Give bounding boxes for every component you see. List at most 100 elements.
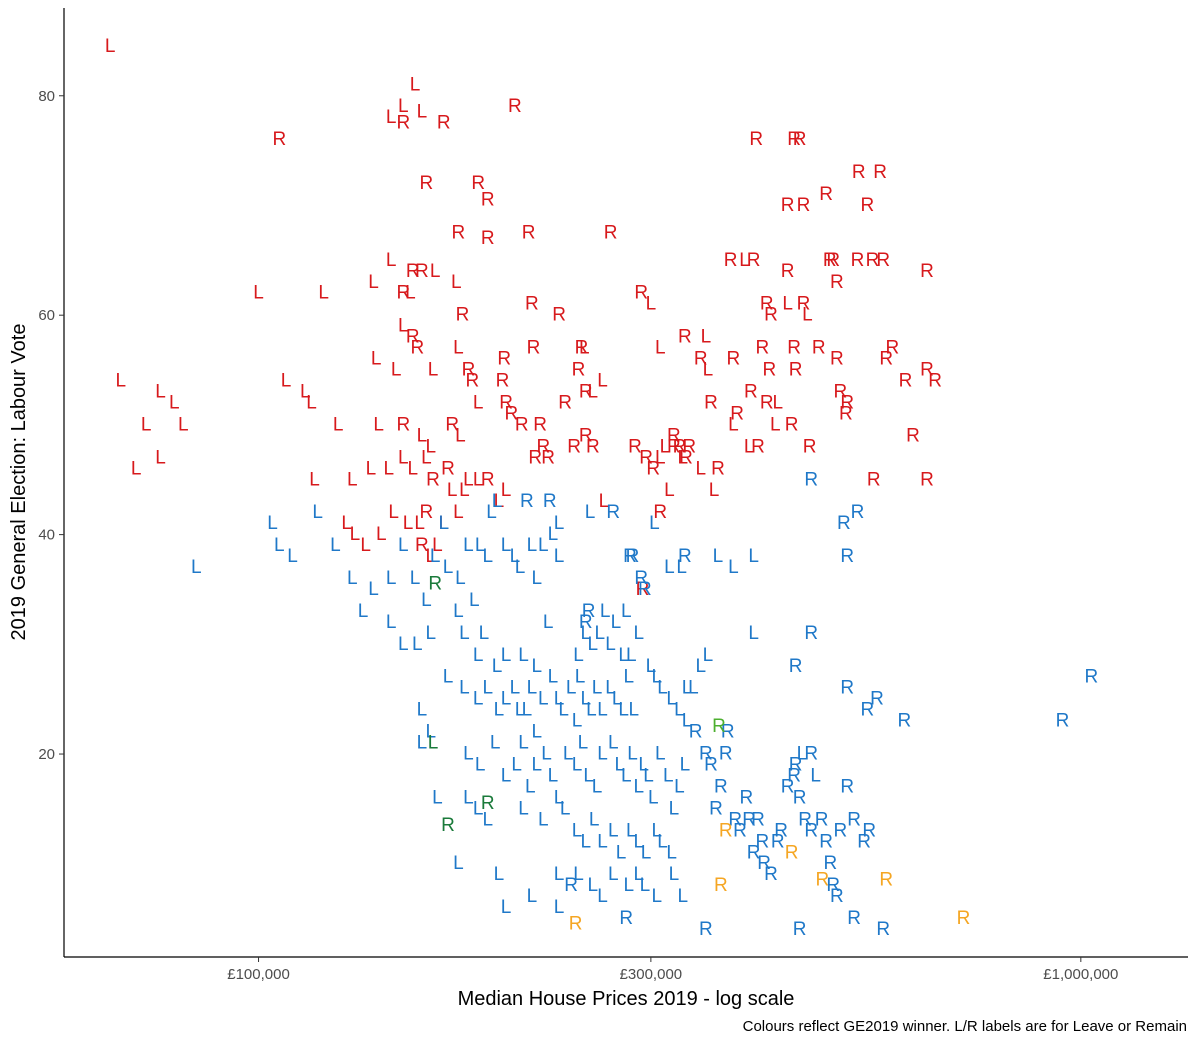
data-point: R: [496, 371, 510, 392]
data-point: R: [774, 820, 788, 841]
data-point: L: [451, 272, 462, 293]
data-point: R: [628, 436, 642, 457]
data-point: L: [475, 535, 486, 556]
data-point: L: [511, 755, 522, 776]
data-point: R: [678, 546, 692, 567]
data-point: L: [300, 381, 311, 402]
data-point: R: [804, 469, 818, 490]
data-point: L: [802, 305, 813, 326]
data-point: L: [463, 469, 474, 490]
data-point: L: [589, 809, 600, 830]
data-point: L: [347, 568, 358, 589]
data-point: R: [525, 294, 539, 315]
data-point: L: [663, 765, 674, 786]
data-point: L: [532, 656, 543, 677]
data-point: L: [391, 360, 402, 381]
data-point: R: [830, 272, 844, 293]
data-point: L: [548, 765, 559, 786]
data-point: L: [621, 601, 632, 622]
data-point: L: [439, 513, 450, 534]
data-point: L: [360, 535, 371, 556]
data-point: L: [695, 458, 706, 479]
data-point: R: [558, 392, 572, 413]
y-ticks: 20 40 60 80: [38, 88, 64, 763]
data-point: L: [640, 875, 651, 896]
data-point: R: [804, 623, 818, 644]
data-point: R: [1056, 711, 1070, 732]
data-point: L: [386, 250, 397, 271]
data-point: R: [667, 425, 681, 446]
data-point: R: [744, 381, 758, 402]
data-point: R: [456, 305, 470, 326]
data-point: L: [469, 590, 480, 611]
data-point: L: [608, 820, 619, 841]
data-point: R: [804, 744, 818, 765]
data-point: R: [728, 809, 742, 830]
data-point: L: [453, 502, 464, 523]
data-point: L: [572, 711, 583, 732]
data-point: L: [105, 36, 116, 57]
data-point: L: [651, 886, 662, 907]
data-point: L: [810, 765, 821, 786]
data-point: L: [728, 414, 739, 435]
data-point: L: [482, 809, 493, 830]
data-point: R: [471, 173, 485, 194]
data-point: L: [518, 733, 529, 754]
data-point: L: [554, 546, 565, 567]
data-point: R: [420, 502, 434, 523]
data-point: L: [501, 535, 512, 556]
data-point: L: [728, 557, 739, 578]
data-point: L: [403, 513, 414, 534]
data-point: R: [508, 96, 522, 117]
data-point: L: [430, 261, 441, 282]
data-point: L: [383, 458, 394, 479]
data-point: R: [623, 546, 637, 567]
data-point: L: [638, 755, 649, 776]
data-point: R: [826, 250, 840, 271]
data-point: R: [714, 776, 728, 797]
data-point: L: [398, 96, 409, 117]
data-point: L: [443, 557, 454, 578]
data-point: R: [527, 338, 541, 359]
data-point: L: [333, 414, 344, 435]
data-point: R: [787, 338, 801, 359]
data-point: L: [772, 392, 783, 413]
data-point: L: [592, 776, 603, 797]
data-point: R: [840, 546, 854, 567]
data-point: R: [533, 414, 547, 435]
data-point: R: [830, 886, 844, 907]
x-tick-label: £300,000: [620, 966, 683, 983]
data-point: L: [281, 371, 292, 392]
data-point: R: [428, 573, 442, 594]
data-point: L: [646, 294, 657, 315]
data-point: L: [585, 502, 596, 523]
data-point: L: [626, 820, 637, 841]
data-point: R: [712, 716, 726, 737]
data-point: L: [368, 272, 379, 293]
data-point: L: [373, 414, 384, 435]
data-point: R: [860, 700, 874, 721]
data-point: R: [522, 222, 536, 243]
data-point: R: [724, 250, 738, 271]
data-point: L: [482, 546, 493, 567]
data-point: R: [396, 283, 410, 304]
data-point: R: [781, 195, 795, 216]
data-point: L: [560, 798, 571, 819]
data-point: L: [486, 502, 497, 523]
data-point: L: [341, 513, 352, 534]
data-point: R: [579, 381, 593, 402]
data-point: R: [543, 491, 557, 512]
data-point: R: [699, 919, 713, 940]
data-point: L: [573, 864, 584, 885]
data-point: L: [518, 645, 529, 666]
data-point: L: [664, 480, 675, 501]
data-point: L: [682, 678, 693, 699]
data-point: L: [597, 744, 608, 765]
data-point: R: [406, 327, 420, 348]
data-point: R: [760, 294, 774, 315]
y-tick-label: 20: [38, 746, 55, 763]
data-point: L: [473, 392, 484, 413]
data-point: R: [886, 338, 900, 359]
data-point: R: [520, 491, 534, 512]
data-point: R: [866, 250, 880, 271]
